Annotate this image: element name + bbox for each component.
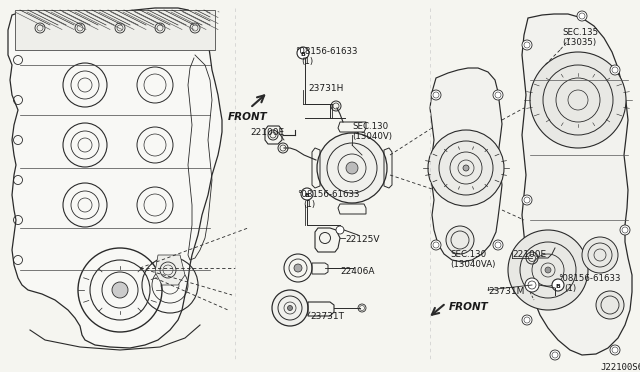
Text: 23731M: 23731M — [488, 287, 524, 296]
Text: B: B — [301, 52, 305, 57]
Circle shape — [522, 195, 532, 205]
Circle shape — [463, 165, 469, 171]
Circle shape — [530, 52, 626, 148]
Polygon shape — [155, 255, 185, 285]
Text: 22100E: 22100E — [250, 128, 284, 137]
Polygon shape — [8, 8, 222, 348]
Text: 23731T: 23731T — [310, 312, 344, 321]
Circle shape — [431, 90, 441, 100]
Text: °08156-61633: °08156-61633 — [558, 274, 621, 283]
Circle shape — [428, 130, 504, 206]
Text: SEC.130: SEC.130 — [352, 122, 388, 131]
Circle shape — [610, 65, 620, 75]
Text: (13035): (13035) — [562, 38, 596, 47]
Text: SEC.130: SEC.130 — [450, 250, 486, 259]
Circle shape — [522, 315, 532, 325]
Text: (1): (1) — [301, 57, 313, 66]
Circle shape — [545, 267, 551, 273]
Circle shape — [522, 40, 532, 50]
Circle shape — [446, 226, 474, 254]
Circle shape — [508, 230, 588, 310]
Circle shape — [550, 350, 560, 360]
Text: FRONT: FRONT — [449, 302, 489, 312]
Circle shape — [294, 264, 302, 272]
Circle shape — [287, 305, 292, 311]
Text: J22100S6: J22100S6 — [600, 363, 640, 372]
Circle shape — [577, 11, 587, 21]
Text: B: B — [305, 193, 309, 198]
Text: B: B — [556, 284, 561, 289]
Circle shape — [582, 237, 618, 273]
Circle shape — [493, 240, 503, 250]
Circle shape — [610, 345, 620, 355]
Circle shape — [346, 162, 358, 174]
Polygon shape — [522, 14, 632, 355]
Text: (1): (1) — [564, 284, 576, 293]
Circle shape — [272, 290, 308, 326]
Circle shape — [596, 291, 624, 319]
Circle shape — [112, 282, 128, 298]
Text: 23731H: 23731H — [308, 84, 344, 93]
Circle shape — [525, 278, 539, 292]
Polygon shape — [15, 10, 215, 50]
Text: 22100E: 22100E — [512, 250, 546, 259]
Text: °08156-61633: °08156-61633 — [297, 190, 360, 199]
Text: (1): (1) — [303, 200, 315, 209]
Circle shape — [620, 225, 630, 235]
Circle shape — [301, 188, 313, 200]
Text: SEC.135: SEC.135 — [562, 28, 598, 37]
Text: 22125V: 22125V — [345, 235, 380, 244]
Circle shape — [317, 133, 387, 203]
Text: (13040V): (13040V) — [352, 132, 392, 141]
Text: (13040VA): (13040VA) — [450, 260, 495, 269]
Circle shape — [336, 226, 344, 234]
Polygon shape — [430, 68, 502, 262]
Circle shape — [297, 47, 309, 59]
Text: °08156-61633: °08156-61633 — [295, 47, 358, 56]
Circle shape — [552, 279, 564, 291]
Circle shape — [493, 90, 503, 100]
Text: 22406A: 22406A — [340, 267, 374, 276]
Circle shape — [431, 240, 441, 250]
Text: FRONT: FRONT — [228, 112, 268, 122]
